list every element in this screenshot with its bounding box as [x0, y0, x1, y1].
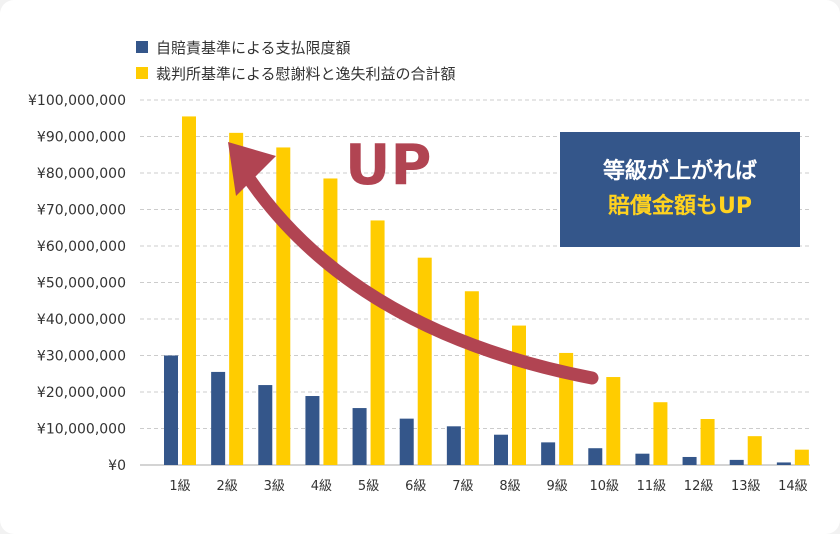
- bar-jibaiseki: [305, 396, 320, 465]
- bar-saibansho: [370, 220, 385, 465]
- legend-item-saibansho: 裁判所基準による慰謝料と逸失利益の合計額: [136, 60, 456, 86]
- callout-box: 等級が上がれば 賠償金額もUP: [560, 132, 800, 247]
- bar-jibaiseki: [352, 408, 367, 465]
- x-tick-label: 13級: [731, 479, 761, 494]
- y-tick-label: ¥100,000,000: [28, 93, 126, 109]
- bar-saibansho: [182, 116, 196, 466]
- y-tick-label: ¥90,000,000: [37, 130, 126, 146]
- legend-swatch-blue: [136, 41, 148, 53]
- bar-saibansho: [276, 147, 291, 465]
- bar-saibansho: [653, 402, 668, 465]
- bar-saibansho: [417, 257, 432, 465]
- y-tick-label: ¥30,000,000: [37, 349, 126, 365]
- bar-jibaiseki: [588, 448, 603, 465]
- y-tick-label: ¥70,000,000: [37, 203, 126, 219]
- bar-jibaiseki: [541, 442, 556, 465]
- x-tick-label: 14級: [778, 479, 808, 494]
- bar-jibaiseki: [446, 426, 461, 465]
- bar-saibansho: [747, 436, 762, 465]
- bar-saibansho: [606, 377, 621, 465]
- bar-jibaiseki: [776, 462, 791, 465]
- bar-jibaiseki: [682, 456, 697, 465]
- bar-jibaiseki: [729, 459, 744, 465]
- y-tick-label: ¥80,000,000: [37, 166, 126, 182]
- y-tick-label: ¥10,000,000: [37, 422, 126, 438]
- y-tick-label: ¥20,000,000: [37, 385, 126, 401]
- legend-label-jibaiseki: 自賠責基準による支払限度額: [156, 38, 351, 57]
- bar-jibaiseki: [494, 434, 508, 465]
- bar-jibaiseki: [211, 371, 226, 465]
- y-tick-label: ¥40,000,000: [37, 312, 126, 328]
- bar-saibansho: [700, 419, 715, 465]
- bar-saibansho: [229, 132, 244, 465]
- y-tick-label: ¥50,000,000: [37, 276, 126, 292]
- legend-label-saibansho: 裁判所基準による慰謝料と逸失利益の合計額: [156, 64, 456, 83]
- y-tick-label: ¥0: [108, 458, 126, 474]
- x-tick-label: 3級: [264, 479, 285, 494]
- callout-line-2: 賠償金額もUP: [608, 193, 752, 219]
- bar-jibaiseki: [635, 453, 650, 465]
- up-annotation: UP: [345, 133, 432, 198]
- callout-line-1: 等級が上がれば: [602, 159, 757, 185]
- bar-jibaiseki: [258, 385, 273, 465]
- x-tick-label: 9級: [547, 479, 568, 494]
- x-tick-label: 8級: [499, 479, 520, 494]
- bar-saibansho: [512, 325, 526, 465]
- x-tick-label: 10級: [590, 479, 620, 494]
- x-tick-label: 11級: [637, 479, 667, 494]
- legend: 自賠責基準による支払限度額 裁判所基準による慰謝料と逸失利益の合計額: [136, 34, 456, 86]
- bar-saibansho: [794, 449, 809, 465]
- up-arrow-head: [228, 142, 276, 196]
- x-tick-label: 4級: [311, 479, 332, 494]
- legend-swatch-yellow: [136, 67, 148, 79]
- up-arrow-shaft: [233, 158, 599, 385]
- x-tick-label: 5級: [358, 479, 379, 494]
- bar-jibaiseki: [399, 418, 414, 465]
- x-tick-label: 2級: [217, 479, 238, 494]
- bar-jibaiseki: [164, 355, 178, 465]
- bar-saibansho: [323, 178, 338, 465]
- x-tick-label: 12級: [684, 479, 714, 494]
- bar-saibansho: [464, 291, 479, 465]
- x-tick-label: 6級: [405, 479, 426, 494]
- bar-saibansho: [559, 352, 574, 465]
- x-tick-label: 1級: [169, 479, 190, 494]
- x-tick-label: 7級: [452, 479, 473, 494]
- legend-item-jibaiseki: 自賠責基準による支払限度額: [136, 34, 456, 60]
- y-tick-label: ¥60,000,000: [37, 239, 126, 255]
